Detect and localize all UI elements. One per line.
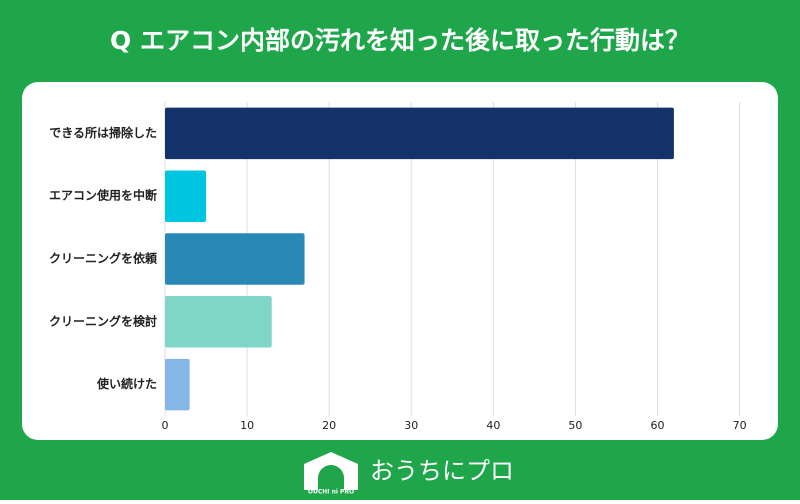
logo-text: おうちにプロ xyxy=(370,457,514,485)
panel xyxy=(22,82,778,440)
x-tick-label: 20 xyxy=(322,419,336,432)
bar xyxy=(165,170,207,222)
bar xyxy=(165,358,190,411)
x-tick-label: 40 xyxy=(486,419,500,432)
logo: OUCHI ni PRO おうちにプロ xyxy=(304,452,514,496)
y-tick-label: クリーニングを検討 xyxy=(49,313,157,328)
x-tick-label: 10 xyxy=(240,419,254,432)
y-tick-label: できる所は掃除した xyxy=(49,125,157,140)
logo-door xyxy=(318,465,344,490)
chart-title: Q エアコン内部の汚れを知った後に取った行動は？ xyxy=(110,26,690,55)
x-tick-label: 0 xyxy=(162,419,169,432)
bar xyxy=(165,296,272,348)
bar xyxy=(165,107,674,160)
x-tick-label: 30 xyxy=(404,419,418,432)
bar xyxy=(165,233,305,285)
x-tick-label: 60 xyxy=(651,419,665,432)
x-tick-label: 50 xyxy=(568,419,582,432)
y-tick-label: エアコン使用を中断 xyxy=(49,188,157,203)
logo-small-text: OUCHI ni PRO xyxy=(308,489,354,496)
x-tick-label: 70 xyxy=(733,419,747,432)
y-tick-label: クリーニングを依頼 xyxy=(49,251,158,266)
y-tick-label: 使い続けた xyxy=(96,376,157,391)
